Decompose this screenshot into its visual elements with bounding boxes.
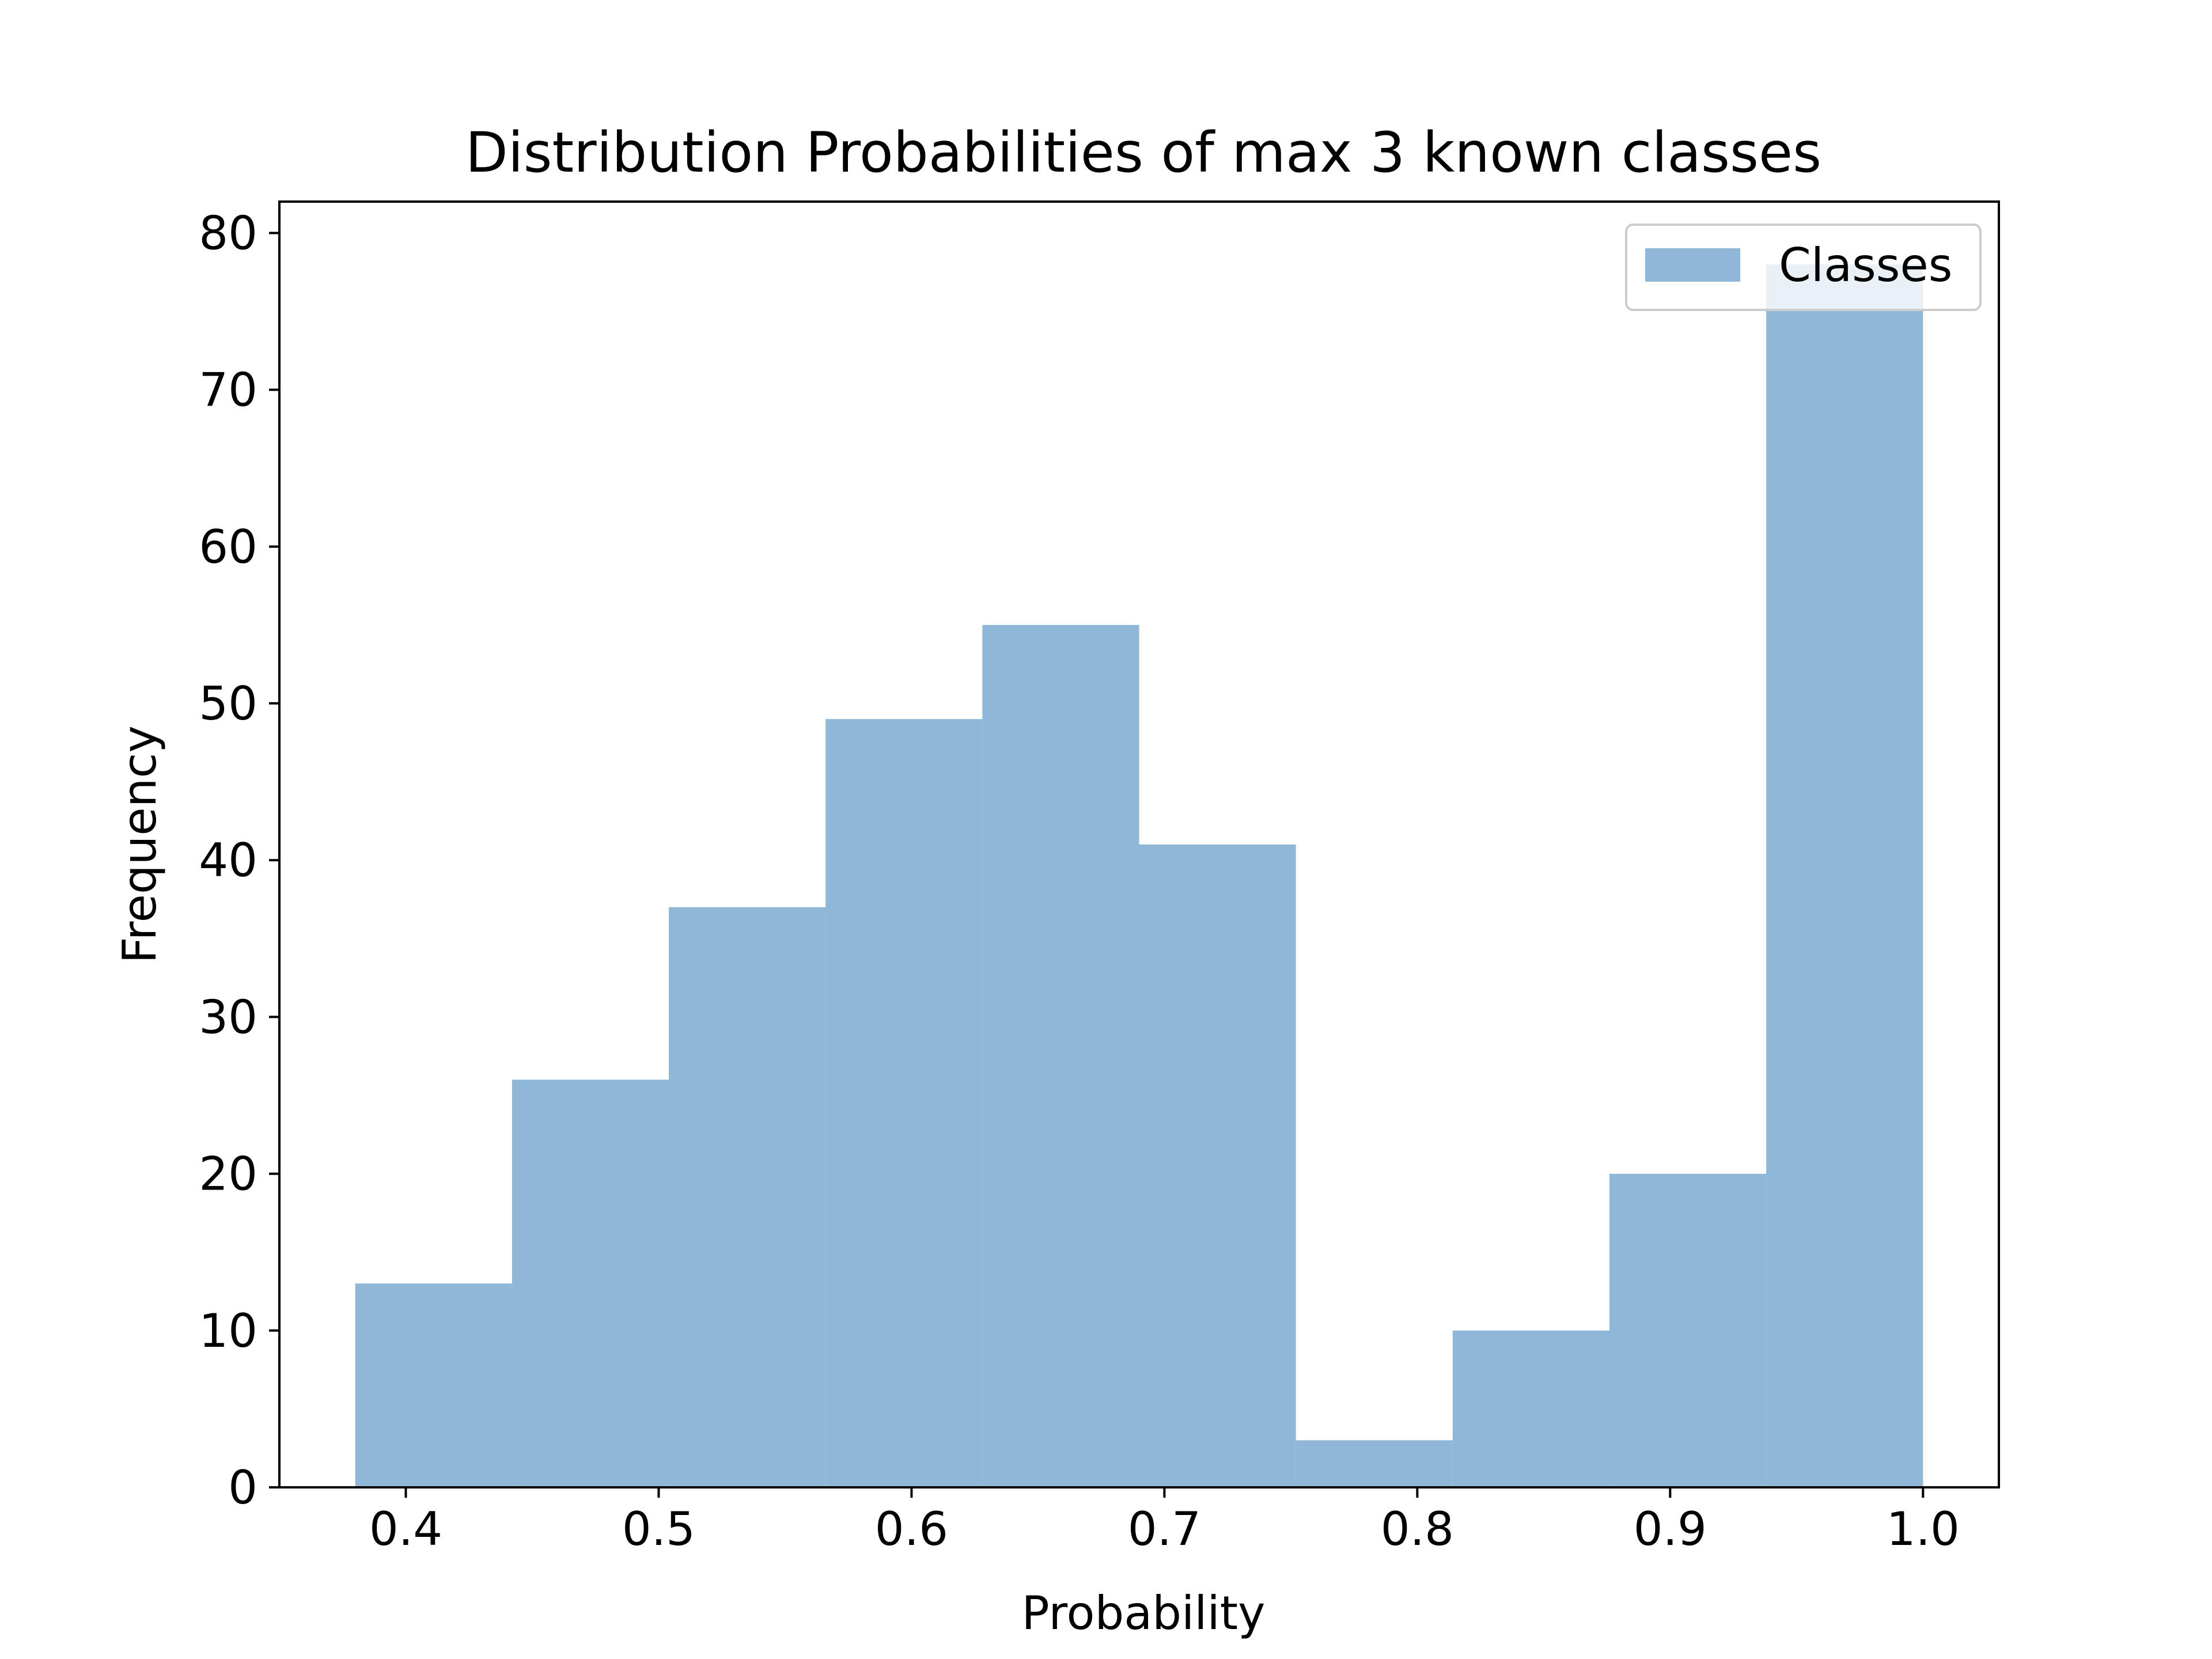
legend-swatch [1645,248,1740,282]
x-tick-label: 0.6 [875,1502,948,1556]
histogram-bar [355,1283,512,1487]
legend-label: Classes [1779,238,1952,292]
histogram-bar [1139,844,1296,1487]
x-tick-label: 0.8 [1381,1502,1454,1556]
legend: Classes [1625,224,1982,311]
y-axis-label: Frequency [113,725,166,963]
y-tick-label: 20 [199,1147,257,1201]
x-tick-label: 0.5 [622,1502,695,1556]
histogram-bars [355,264,1923,1488]
y-tick-label: 10 [199,1304,257,1358]
histogram-bar [1766,264,1923,1488]
y-tick-label: 30 [199,990,257,1044]
y-tick-label: 60 [199,520,257,574]
y-tick-label: 80 [199,206,257,260]
y-tick-label: 40 [199,834,257,887]
y-tick-label: 70 [199,363,257,417]
x-tick-label: 0.9 [1634,1502,1707,1556]
x-axis-label: Probability [1022,1586,1266,1640]
histogram-bar [1452,1330,1609,1487]
histogram-bar [825,719,983,1487]
histogram-bar [982,624,1139,1487]
chart-title: Distribution Probabilities of max 3 know… [465,120,1821,185]
plot-frame [278,200,2000,1488]
y-tick-label: 0 [228,1461,257,1514]
x-axis-ticks: 0.4 0.5 0.6 0.7 0.8 0.9 1.0 [369,1487,1960,1556]
y-axis-ticks: 0 10 20 30 40 50 60 70 80 [199,206,279,1514]
histogram-bar [1296,1440,1453,1487]
histogram-bar [512,1080,669,1487]
x-tick-label: 0.7 [1128,1502,1201,1556]
x-tick-label: 1.0 [1887,1502,1960,1556]
x-tick-label: 0.4 [369,1502,442,1556]
histogram-bar [1609,1173,1767,1487]
legend-box [1625,224,1982,311]
histogram-bar [669,907,826,1487]
y-tick-label: 50 [199,677,257,730]
